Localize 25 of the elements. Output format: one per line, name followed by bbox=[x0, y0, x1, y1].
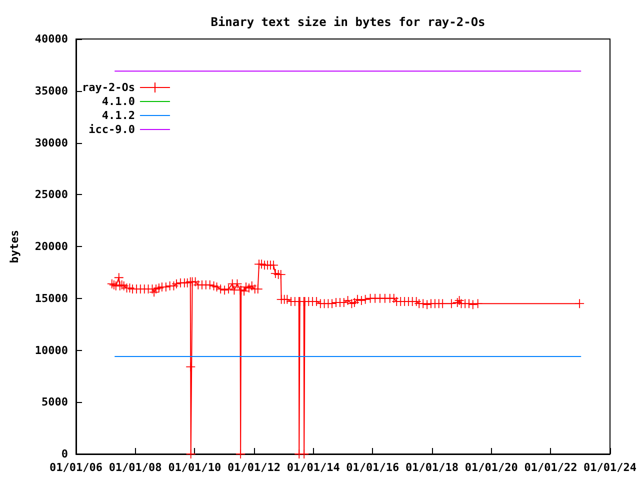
legend-label: 4.1.2 bbox=[102, 109, 135, 122]
x-tick-label: 01/01/10 bbox=[168, 461, 222, 474]
y-tick-label: 40000 bbox=[34, 32, 68, 46]
y-tick-label: 15000 bbox=[34, 292, 68, 305]
x-tick-label: 01/01/18 bbox=[406, 461, 459, 474]
x-tick-label: 01/01/08 bbox=[108, 461, 162, 474]
chart-title: Binary text size in bytes for ray-2-Os bbox=[210, 15, 486, 29]
y-tick-label: 20000 bbox=[34, 240, 68, 253]
y-tick-label: 25000 bbox=[34, 188, 68, 202]
y-tick-label: 0 bbox=[61, 448, 68, 460]
y-tick-label: 35000 bbox=[34, 84, 68, 98]
x-tick-label: 01/01/06 bbox=[50, 461, 103, 474]
x-tick-label: 01/01/14 bbox=[286, 461, 340, 474]
x-tick-label: 01/01/20 bbox=[464, 461, 518, 474]
legend-label: ray-2-Os bbox=[82, 81, 135, 94]
x-tick-label: 01/01/12 bbox=[227, 461, 280, 474]
y-axis-title: bytes bbox=[8, 230, 21, 264]
legend-label: icc-9.0 bbox=[88, 123, 135, 136]
x-tick-label: 01/01/16 bbox=[346, 461, 400, 474]
y-tick-label: 10000 bbox=[34, 344, 68, 357]
x-tick-label: 01/01/22 bbox=[524, 461, 578, 474]
y-tick-label: 5000 bbox=[42, 396, 68, 409]
y-tick-label: 30000 bbox=[34, 136, 68, 150]
x-tick-label: 01/01/24 bbox=[584, 461, 637, 474]
legend-label: 4.1.0 bbox=[102, 95, 135, 108]
